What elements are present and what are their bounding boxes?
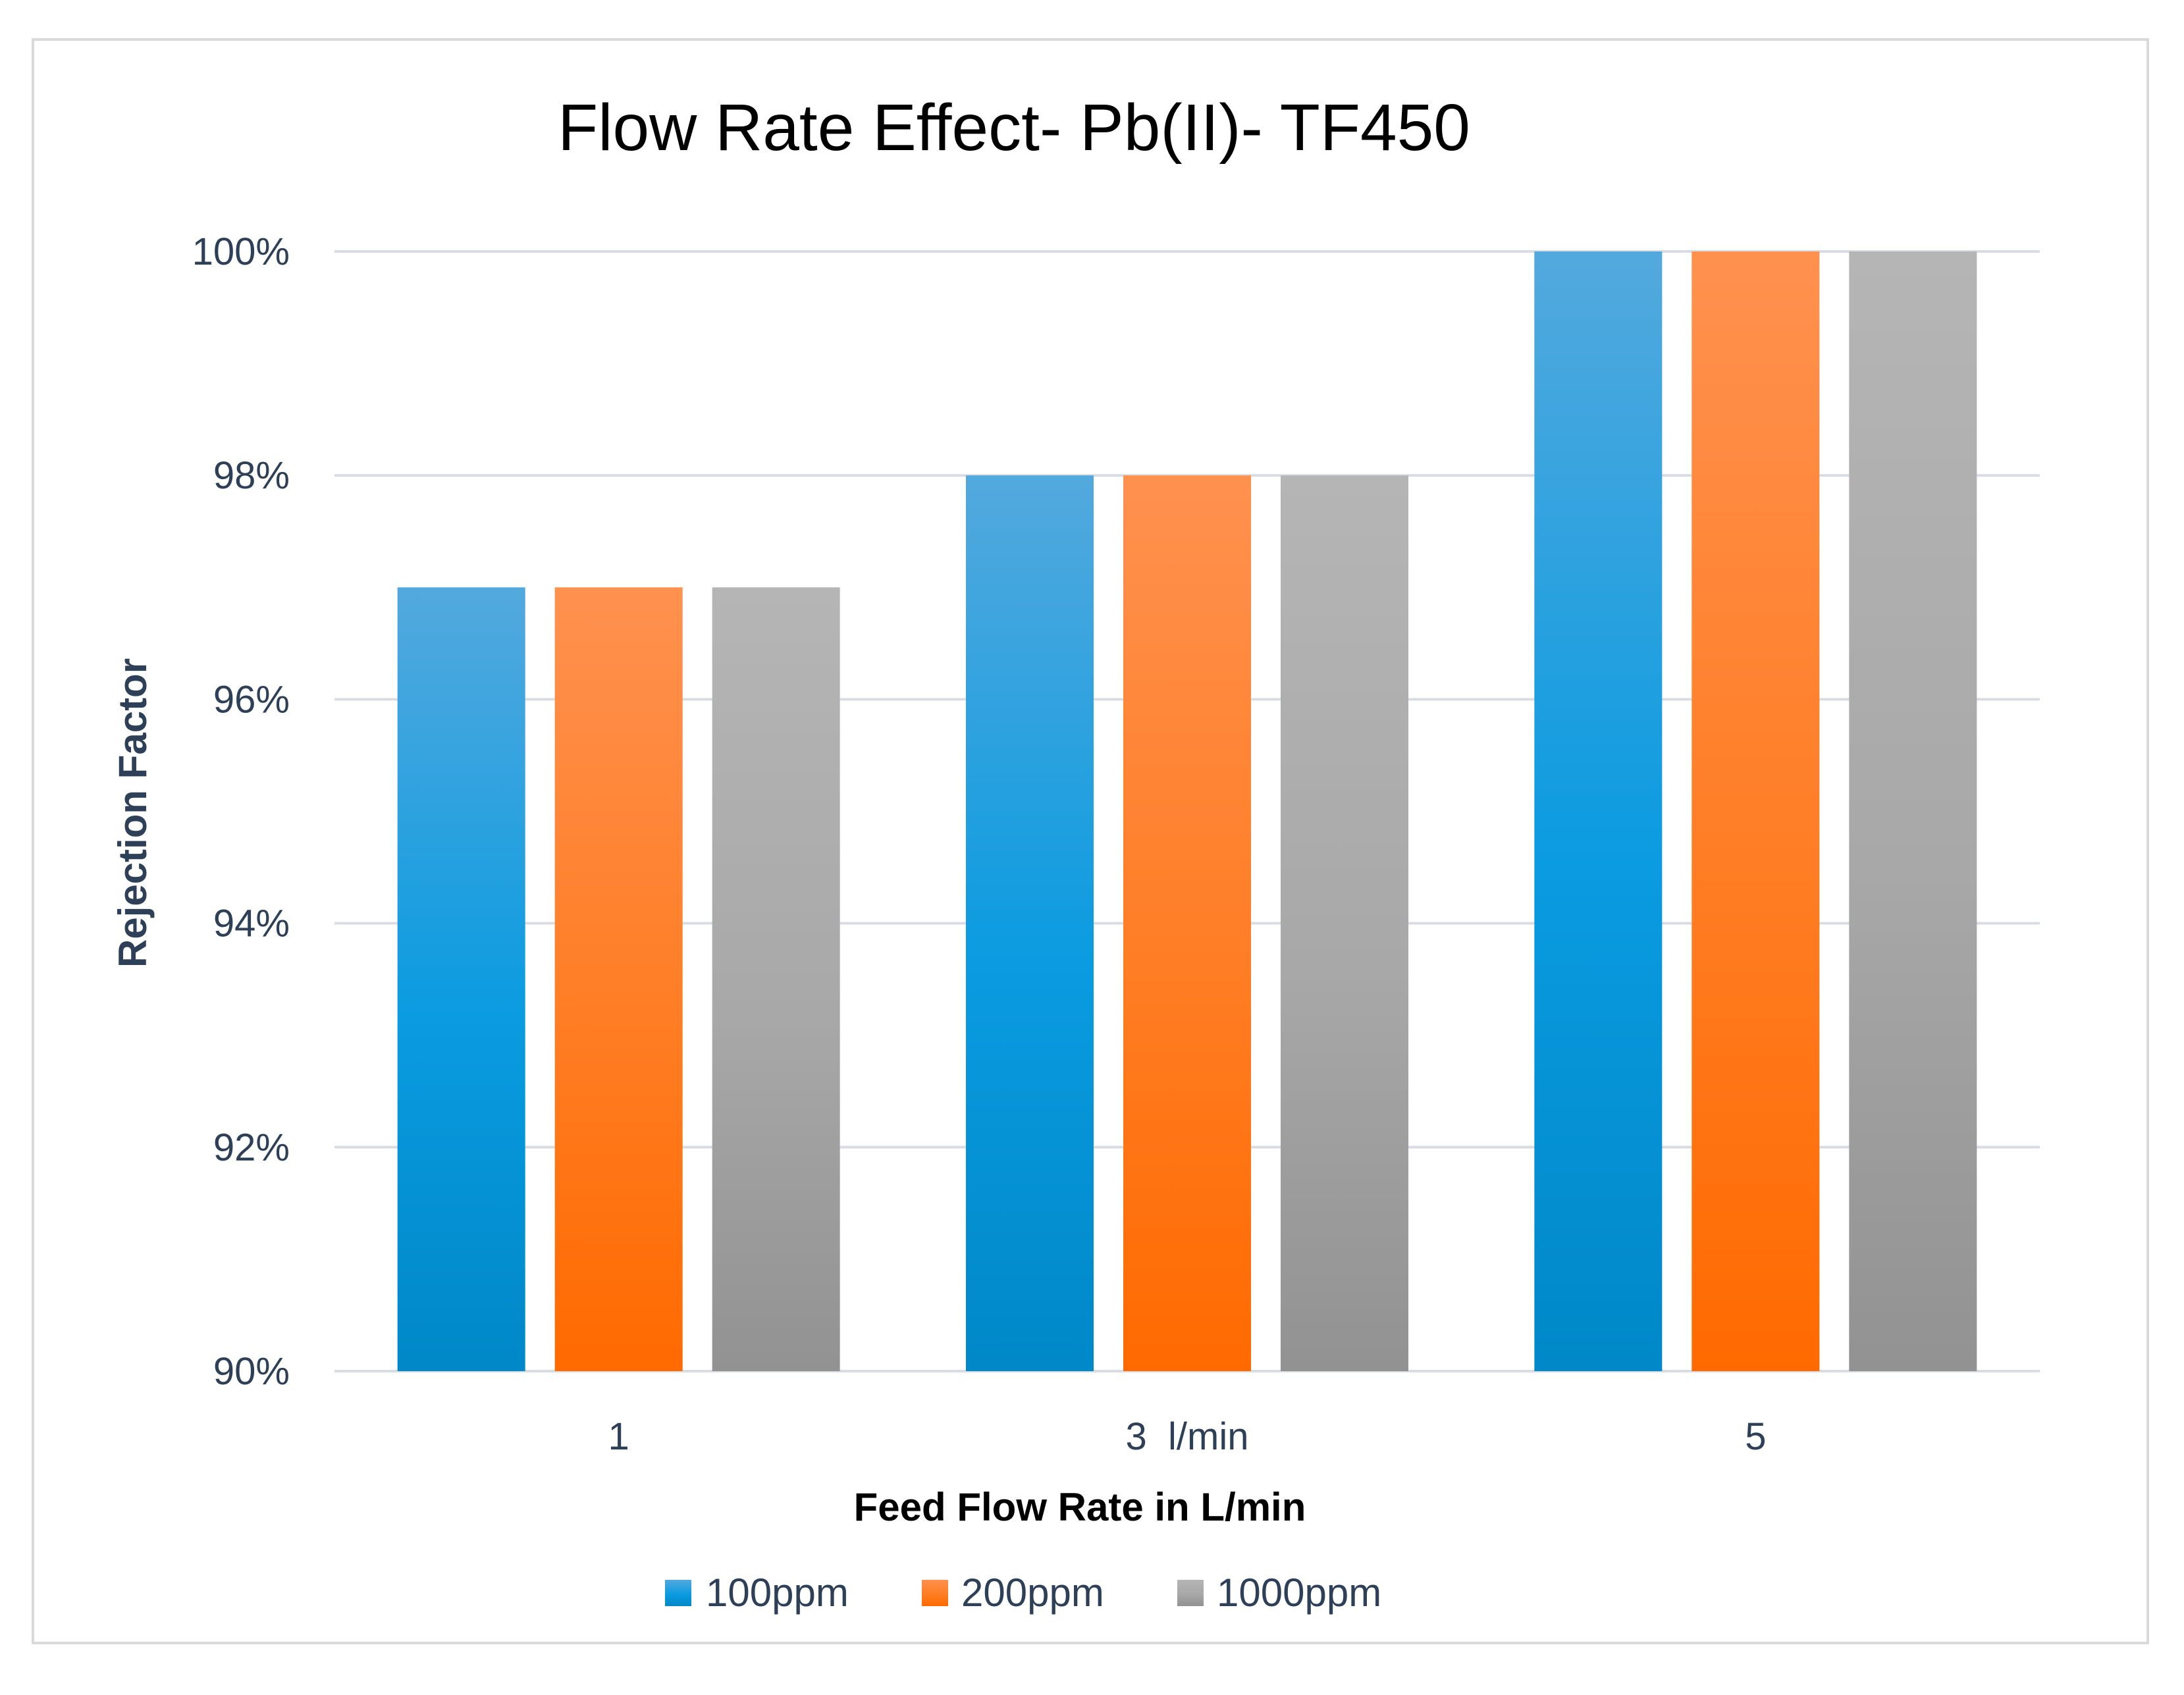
x-tick-label: 1 (608, 1415, 629, 1458)
y-tick-label: 94% (213, 902, 290, 945)
x-axis-ticks: 1 3 l/min 5 (608, 1415, 1767, 1458)
bar-200ppm-1 (1123, 475, 1251, 1372)
bar-100ppm-0 (397, 587, 525, 1371)
bar-1000ppm-1 (1281, 475, 1408, 1372)
legend-swatch-1000ppm (1177, 1580, 1204, 1606)
chart-title: Flow Rate Effect- Pb(II)- TF450 (558, 91, 1470, 165)
legend-label-1000ppm: 1000ppm (1217, 1571, 1381, 1615)
y-axis-ticks: 90% 92% 94% 96% 98% 100% (192, 230, 290, 1393)
bar-200ppm-0 (554, 587, 683, 1371)
bar-1000ppm-0 (712, 587, 840, 1371)
legend-label-200ppm: 200ppm (961, 1571, 1104, 1615)
bar-1000ppm-2 (1849, 251, 1977, 1371)
bars (397, 251, 1977, 1372)
legend-swatch-200ppm (922, 1580, 948, 1606)
legend-label-100ppm: 100ppm (706, 1571, 849, 1615)
legend: 100ppm 200ppm 1000ppm (665, 1571, 1381, 1615)
y-tick-label: 96% (213, 678, 290, 721)
x-tick-label: 3 l/min (1126, 1415, 1249, 1458)
bar-100ppm-2 (1534, 251, 1663, 1371)
bar-100ppm-1 (966, 475, 1094, 1372)
y-tick-label: 92% (213, 1126, 290, 1169)
y-axis-label: Rejection Factor (111, 658, 155, 968)
y-tick-label: 98% (213, 454, 290, 497)
y-tick-label: 100% (192, 230, 290, 273)
x-axis-label: Feed Flow Rate in L/min (854, 1485, 1306, 1529)
y-tick-label: 90% (213, 1350, 290, 1393)
x-tick-label: 5 (1745, 1415, 1766, 1458)
legend-swatch-100ppm (665, 1580, 691, 1606)
bar-200ppm-2 (1691, 251, 1820, 1371)
